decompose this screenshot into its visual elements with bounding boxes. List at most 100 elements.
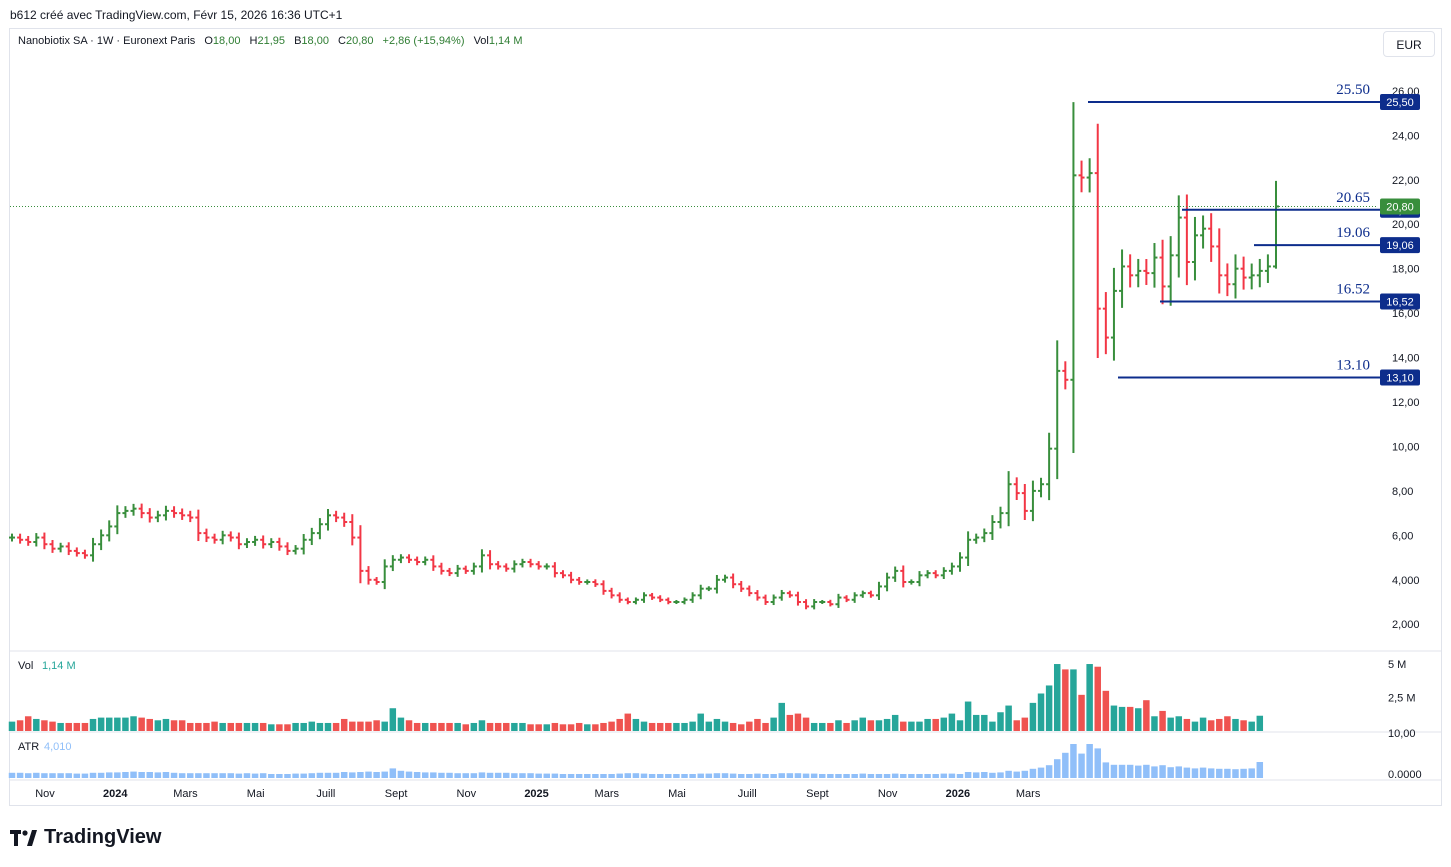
atr-bar xyxy=(1240,768,1247,778)
ohlc-bar xyxy=(624,597,631,605)
volume-bar xyxy=(373,720,380,731)
atr-bar xyxy=(1135,765,1142,778)
volume-bar xyxy=(349,721,356,731)
x-tick-label: Juill xyxy=(738,788,757,800)
atr-bar xyxy=(1045,765,1053,778)
x-tick-label: 2026 xyxy=(946,788,970,800)
volume-bar xyxy=(1062,669,1069,731)
atr-bar xyxy=(656,774,664,778)
ohlc-bar xyxy=(794,591,801,606)
x-tick-label: Nov xyxy=(878,788,898,800)
ohlc-bar xyxy=(527,558,534,568)
volume-bar xyxy=(105,717,113,731)
volume-bar xyxy=(1070,669,1077,731)
atr-bar xyxy=(1102,762,1110,778)
atr-bar xyxy=(827,774,834,778)
ohlc-bar xyxy=(454,564,461,577)
ohlc-bar xyxy=(349,514,356,546)
volume-bar xyxy=(41,720,48,731)
ohlc-bar xyxy=(397,554,404,564)
atr-bar xyxy=(632,773,640,778)
symbol-title[interactable]: Nanobiotix SA · 1W · Euronext Paris xyxy=(18,35,196,47)
atr-bar xyxy=(470,773,478,778)
ohlc-bar xyxy=(738,580,745,592)
atr-pane-label: ATR xyxy=(18,741,39,753)
last-price-badge xyxy=(1380,198,1420,215)
volume-bar xyxy=(908,721,915,731)
atr-bar xyxy=(65,773,72,778)
ohlc-bar xyxy=(98,529,105,551)
ohlc-bar xyxy=(1143,259,1150,285)
low-label: B xyxy=(294,35,302,47)
ohlc-bar xyxy=(57,542,64,553)
volume-bar xyxy=(1224,716,1231,731)
volume-bar xyxy=(681,722,688,731)
volume-bar xyxy=(956,720,964,731)
atr-bar xyxy=(24,773,32,778)
atr-bar xyxy=(1207,768,1215,778)
volume-bar xyxy=(592,724,599,731)
level-label: 16.52 xyxy=(1336,282,1370,298)
ohlc-bar xyxy=(900,565,907,588)
y-tick-label: 4,000 xyxy=(1392,575,1420,587)
atr-bar xyxy=(324,772,332,778)
volume-bar xyxy=(1005,705,1012,731)
atr-bar xyxy=(697,773,704,778)
volume-bar xyxy=(138,717,145,731)
atr-bar xyxy=(1086,744,1093,778)
atr-bar xyxy=(316,772,324,778)
atr-bar xyxy=(908,774,915,778)
ohlc-bar xyxy=(179,508,186,520)
atr-bar xyxy=(940,773,948,778)
ohlc-bar xyxy=(1264,254,1271,283)
volume-bar xyxy=(187,722,194,731)
volume-bar xyxy=(57,722,64,731)
atr-bar xyxy=(49,773,56,778)
currency-button[interactable]: EUR xyxy=(1383,31,1435,57)
volume-bar xyxy=(762,722,769,731)
ohlc-bar xyxy=(1208,213,1215,262)
volume-bar xyxy=(1013,720,1020,731)
ohlc-bar xyxy=(41,532,48,550)
volume-bar xyxy=(1256,715,1264,731)
atr-bar xyxy=(276,774,283,778)
atr-bar xyxy=(600,774,607,778)
atr-bar xyxy=(956,774,964,778)
atr-bar xyxy=(705,773,713,778)
ohlc-bar xyxy=(1273,180,1279,269)
ohlc-bar xyxy=(195,509,202,542)
ohlc-bar xyxy=(730,573,737,589)
chart-panel[interactable] xyxy=(9,28,1442,806)
volume-bar xyxy=(1151,716,1158,731)
atr-bar xyxy=(203,773,210,778)
volume-bar xyxy=(1199,717,1207,731)
tradingview-mark-icon xyxy=(10,828,38,848)
volume-bar xyxy=(49,721,56,731)
volume-bar xyxy=(1102,690,1110,731)
atr-bar xyxy=(122,772,129,778)
atr-bar xyxy=(770,774,777,778)
volume-bar xyxy=(195,722,202,731)
ohlc-bar xyxy=(559,570,566,579)
open-label: O xyxy=(204,35,213,47)
ohlc-bar xyxy=(1038,477,1045,498)
close-value: 20,80 xyxy=(345,35,374,47)
x-tick-label: Mars xyxy=(595,788,620,800)
ohlc-bar xyxy=(1110,267,1117,361)
volume-bar xyxy=(543,724,551,731)
atr-bar xyxy=(211,773,218,778)
volume-pane-label: Vol xyxy=(18,660,33,672)
volume-bar xyxy=(421,722,429,731)
ohlc-bar xyxy=(9,533,15,542)
ohlc-bar xyxy=(1191,216,1198,281)
atr-bar xyxy=(608,774,615,778)
atr-bar xyxy=(916,774,923,778)
ohlc-bar xyxy=(187,510,194,523)
atr-bar xyxy=(389,768,397,778)
tradingview-logo[interactable]: TradingView xyxy=(10,826,161,849)
volume-bar xyxy=(900,721,907,731)
ohlc-bar xyxy=(770,594,777,606)
volume-bar xyxy=(503,722,510,731)
volume-bar xyxy=(227,722,235,731)
